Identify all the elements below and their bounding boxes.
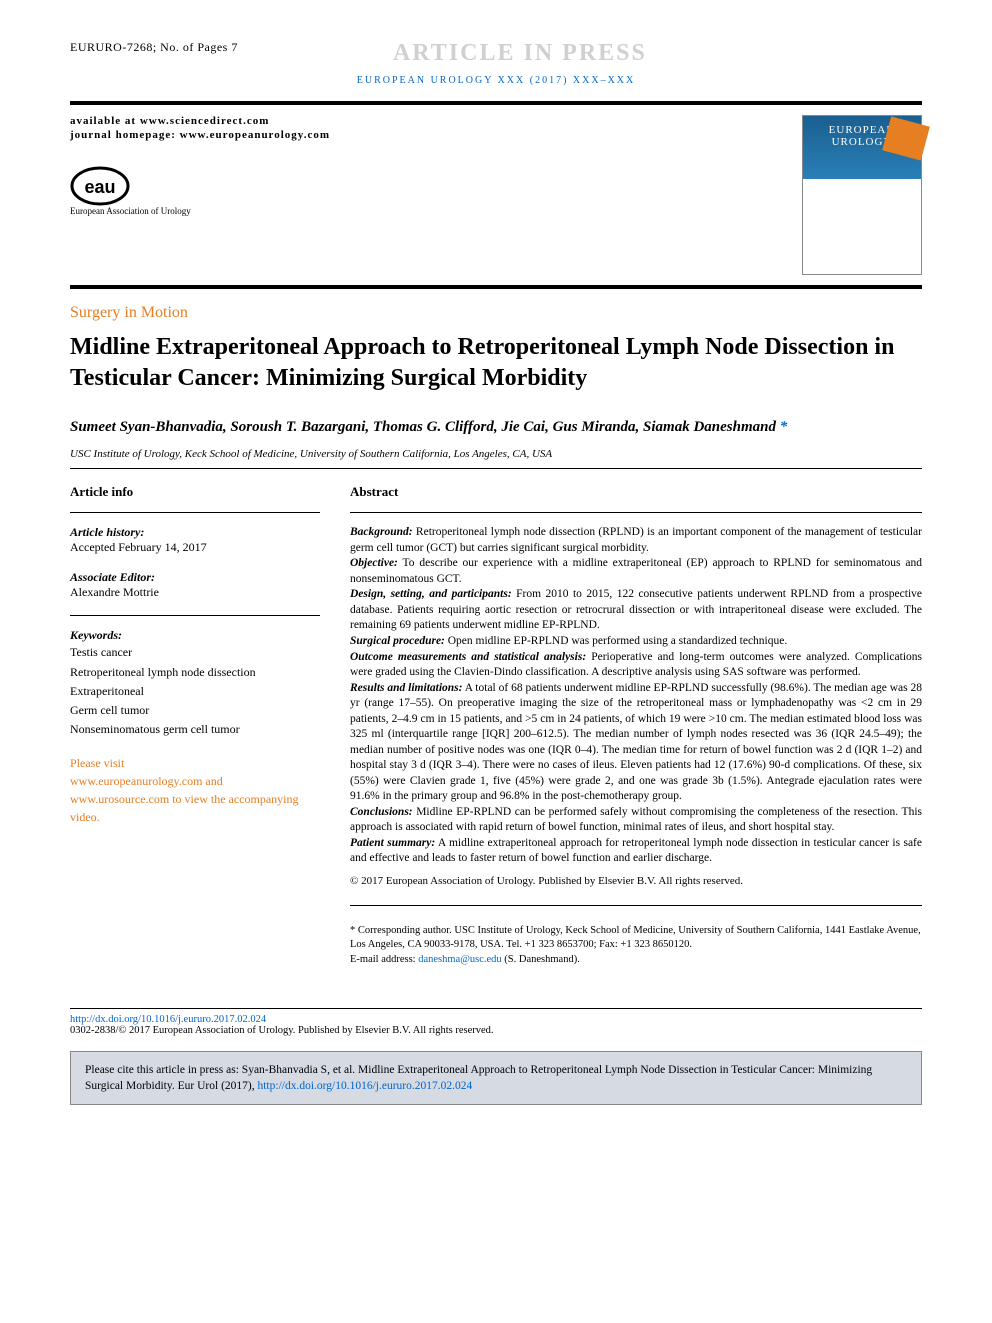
journal-homepage: journal homepage: www.europeanurology.co… [70,129,802,141]
abstract-section-text: Open midline EP-RPLND was performed usin… [445,635,787,647]
email-suffix: (S. Daneshmand). [502,954,580,965]
corresponding-author-mark: * [780,419,788,435]
journal-cover-thumbnail: EUROPEAN UROLOGY [802,115,922,275]
history-value: Accepted February 14, 2017 [70,540,320,555]
author-names: Sumeet Syan-Bhanvadia, Soroush T. Bazarg… [70,419,780,435]
header-bottom-divider [70,285,922,289]
history-label: Article history: [70,525,320,540]
abstract-section-text: A midline extraperitoneal approach for r… [350,837,922,865]
info-divider-2 [70,615,320,616]
keywords-list: Testis cancer Retroperitoneal lymph node… [70,643,320,739]
keywords-label: Keywords: [70,628,320,643]
editor-value: Alexandre Mottrie [70,585,320,600]
abstract-body: Background: Retroperitoneal lymph node d… [350,525,922,866]
publisher-logo-block: eau European Association of Urology [70,166,802,216]
associate-editor-block: Associate Editor: Alexandre Mottrie [70,570,320,600]
keyword-item: Nonseminomatous germ cell tumor [70,720,320,739]
abstract-heading: Abstract [350,484,922,500]
corresponding-email-link[interactable]: daneshma@usc.edu [418,954,501,965]
corresponding-divider [350,905,922,906]
keyword-item: Extraperitoneal [70,682,320,701]
abstract-section-text: A total of 68 patients underwent midline… [350,682,922,803]
citation-text: Please cite this article in press as: Sy… [85,1064,872,1092]
citation-doi-link[interactable]: http://dx.doi.org/10.1016/j.eururo.2017.… [257,1080,472,1092]
abstract-section-label: Results and limitations: [350,682,463,694]
abstract-divider [350,512,922,513]
abstract-column: Abstract Background: Retroperitoneal lym… [350,484,922,967]
abstract-section-label: Design, setting, and participants: [350,588,512,600]
article-info-heading: Article info [70,484,320,500]
svg-text:eau: eau [84,177,115,197]
video-note-prefix: Please visit [70,756,124,770]
abstract-section-label: Surgical procedure: [350,635,445,647]
abstract-section-label: Objective: [350,557,398,569]
editor-label: Associate Editor: [70,570,320,585]
eau-logo-icon: eau [70,166,130,206]
header-section: available at www.sciencedirect.com journ… [70,105,922,285]
issn-copyright-line: 0302-2838/© 2017 European Association of… [70,1025,922,1036]
article-history-block: Article history: Accepted February 14, 2… [70,525,320,555]
author-list: Sumeet Syan-Bhanvadia, Soroush T. Bazarg… [70,419,922,436]
cover-badge-icon [882,116,930,160]
abstract-section-label: Background: [350,526,413,538]
article-id: EURURO-7268; No. of Pages 7 [70,40,238,55]
page-footer: http://dx.doi.org/10.1016/j.eururo.2017.… [70,1008,922,1036]
author-divider [70,468,922,469]
availability-text: available at www.sciencedirect.com [70,115,802,127]
info-divider-1 [70,512,320,513]
abstract-section-text: Retroperitoneal lymph node dissection (R… [350,526,922,554]
header-top-row: EURURO-7268; No. of Pages 7 ARTICLE IN P… [70,40,922,67]
keyword-item: Germ cell tumor [70,701,320,720]
abstract-copyright: © 2017 European Association of Urology. … [350,875,922,887]
video-note: Please visit www.europeanurology.com and… [70,754,320,826]
content-columns: Article info Article history: Accepted F… [70,484,922,967]
abstract-section-label: Conclusions: [350,806,413,818]
video-note-links[interactable]: www.europeanurology.com and www.urosourc… [70,774,299,824]
corresponding-text: * Corresponding author. USC Institute of… [350,925,921,951]
keyword-item: Retroperitoneal lymph node dissection [70,663,320,682]
abstract-section-text: To describe our experience with a midlin… [350,557,922,585]
publisher-name: European Association of Urology [70,206,802,216]
doi-link[interactable]: http://dx.doi.org/10.1016/j.eururo.2017.… [70,1014,922,1025]
abstract-section-label: Patient summary: [350,837,435,849]
author-affiliation: USC Institute of Urology, Keck School of… [70,448,922,460]
article-title: Midline Extraperitoneal Approach to Retr… [70,332,922,394]
email-label: E-mail address: [350,954,418,965]
journal-reference: EUROPEAN UROLOGY XXX (2017) XXX–XXX [70,75,922,86]
abstract-section-text: Midline EP-RPLND can be performed safely… [350,806,922,834]
citation-box: Please cite this article in press as: Sy… [70,1051,922,1105]
article-in-press-banner: ARTICLE IN PRESS [238,40,802,67]
corresponding-author-info: * Corresponding author. USC Institute of… [350,924,922,968]
article-section-label: Surgery in Motion [70,304,922,322]
keyword-item: Testis cancer [70,643,320,662]
article-info-column: Article info Article history: Accepted F… [70,484,320,967]
abstract-section-label: Outcome measurements and statistical ana… [350,651,586,663]
